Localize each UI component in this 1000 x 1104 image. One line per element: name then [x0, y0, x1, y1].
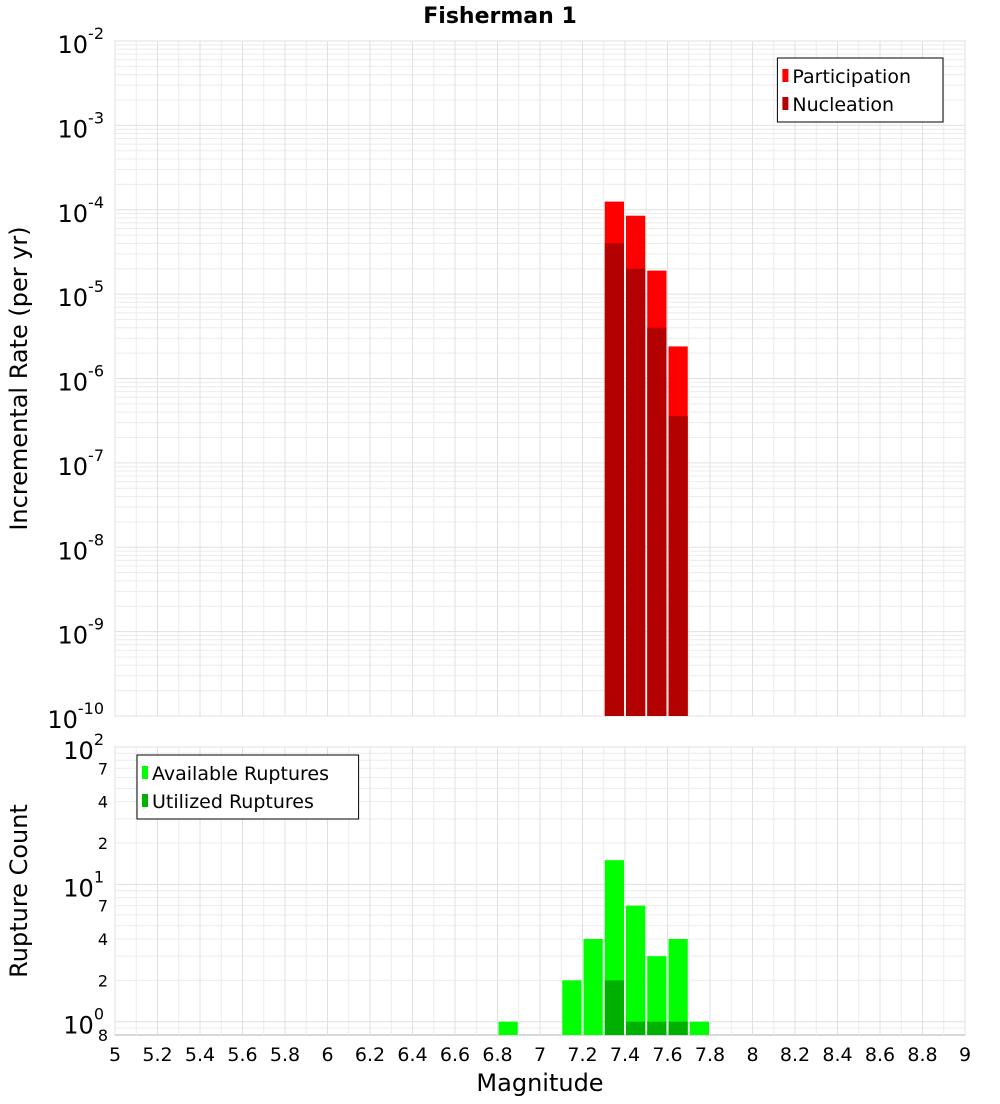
legend-label: Nucleation [792, 94, 894, 116]
legend-swatch [782, 69, 789, 82]
y-tick-label: 10-4 [58, 193, 105, 228]
y-minor-tick-label: 2 [98, 834, 108, 853]
y-minor-tick-label: 7 [98, 897, 108, 916]
y-minor-tick-label: 8 [98, 1026, 108, 1045]
bar [668, 939, 688, 1035]
y-tick-label: 10-8 [58, 530, 105, 565]
legend-label: Utilized Ruptures [152, 791, 314, 813]
y-tick-label: 10-10 [47, 699, 104, 734]
grid [114, 746, 966, 1035]
x-tick-label: 5.4 [185, 1044, 215, 1066]
x-tick-label: 9 [959, 1044, 971, 1066]
series-available-ruptures [498, 860, 709, 1035]
x-tick-label: 5.8 [270, 1044, 300, 1066]
y-tick-label: 102 [63, 730, 104, 765]
y-tick-label: 100 [63, 1005, 104, 1040]
x-tick-label: 6.4 [397, 1044, 427, 1066]
legend-box [136, 754, 360, 820]
y-tick-label: 10-3 [58, 108, 105, 143]
y-tick-label: 10-6 [58, 362, 105, 397]
x-tick-label: 5.6 [227, 1044, 257, 1066]
y-tick-label: 101 [63, 867, 104, 902]
series-utilized-ruptures [604, 980, 688, 1035]
x-tick-label: 8 [746, 1044, 758, 1066]
x-tick-label: 6.2 [355, 1044, 385, 1066]
series-nucleation [604, 243, 688, 717]
y-tick-labels: 102 101 100 7 4 2 7 4 2 8 [63, 730, 108, 1045]
legend-label: Available Ruptures [152, 763, 329, 785]
rupture-count-panel: 102 101 100 7 4 2 7 4 2 8 Rupture Count Available R… [5, 730, 966, 1045]
x-tick-label: 5.2 [142, 1044, 172, 1066]
x-tick-label: 7 [534, 1044, 546, 1066]
x-tick-label: 8.4 [822, 1044, 852, 1066]
bar [562, 980, 582, 1035]
bar [604, 243, 624, 717]
bar [689, 1021, 709, 1035]
y-tick-label: 10-5 [58, 277, 105, 312]
y-minor-tick-label: 4 [98, 793, 108, 812]
legend-swatch [782, 97, 789, 110]
bars [498, 860, 709, 1035]
x-tick-label: 7.6 [652, 1044, 682, 1066]
chart-title: Fisherman 1 [423, 4, 577, 29]
x-tick-label: 7.8 [695, 1044, 725, 1066]
x-axis: 5 5.2 5.4 5.6 5.8 6 6.2 6.4 6.6 6.8 7 7.2 7.4 7.6 7.8 8… [109, 1044, 971, 1066]
bar [647, 956, 667, 1035]
bar [583, 939, 603, 1035]
legend: Available Ruptures Utilized Ruptures [136, 754, 360, 820]
y-minor-tick-label: 4 [98, 930, 108, 949]
y-minor-tick-label: 2 [98, 971, 108, 990]
grid [114, 40, 966, 717]
x-tick-label: 6 [321, 1044, 333, 1066]
bar [498, 1021, 518, 1035]
x-tick-label: 8.8 [907, 1044, 937, 1066]
bar [647, 327, 667, 716]
legend-box [776, 57, 944, 123]
x-tick-label: 8.6 [865, 1044, 895, 1066]
x-tick-label: 7.2 [567, 1044, 597, 1066]
y-tick-label: 10-2 [58, 24, 105, 59]
y-tick-labels: 10-2 10-3 10-4 10-5 10-6 10-7 10-8 10-9 10-10 [47, 24, 104, 734]
bars [604, 201, 688, 717]
legend-label: Participation [792, 66, 911, 88]
x-tick-label: 7.4 [610, 1044, 640, 1066]
x-tick-label: 8.2 [780, 1044, 810, 1066]
y-axis-title: Incremental Rate (per yr) [5, 226, 33, 530]
bar [626, 1021, 646, 1035]
y-axis-title: Rupture Count [5, 804, 33, 978]
y-tick-label: 10-7 [58, 446, 105, 481]
x-tick-label: 5 [109, 1044, 121, 1066]
legend-swatch [142, 766, 148, 779]
legend-swatch [142, 794, 148, 807]
rate-panel: 10-2 10-3 10-4 10-5 10-6 10-7 10-8 10-9 10-10 Inc… [5, 24, 966, 734]
bar [647, 1021, 667, 1035]
bar [626, 268, 646, 716]
bar [668, 1021, 688, 1035]
x-axis-title: Magnitude [476, 1069, 603, 1097]
bar [668, 415, 688, 716]
y-tick-label: 10-9 [58, 615, 105, 650]
y-minor-tick-label: 7 [98, 759, 108, 778]
legend: Participation Nucleation [776, 57, 944, 123]
bar [626, 905, 646, 1035]
bar [604, 980, 624, 1035]
x-tick-label: 6.6 [440, 1044, 470, 1066]
x-tick-label: 6.8 [482, 1044, 512, 1066]
